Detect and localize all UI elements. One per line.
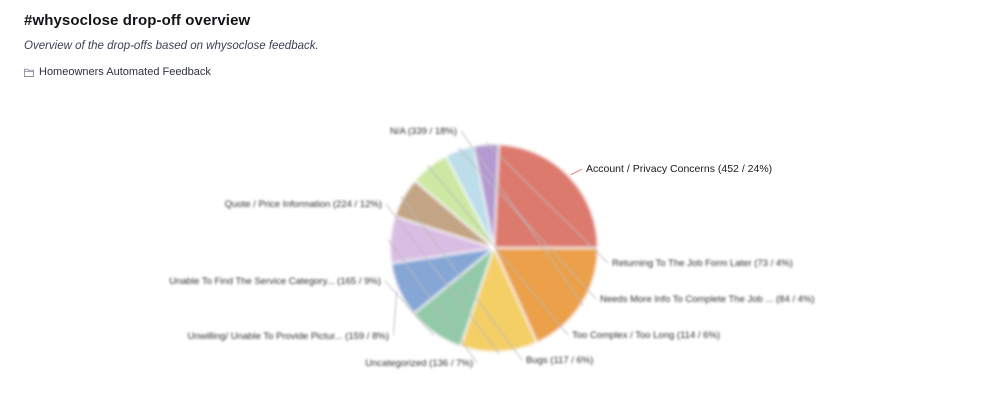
label-leader-line	[385, 203, 500, 355]
page-subtitle: Overview of the drop-offs based on whyso…	[24, 40, 319, 52]
slice-label: Returning To The Job Form Later (73 / 4%…	[612, 258, 793, 269]
slice-label: Bugs (117 / 6%)	[526, 355, 593, 366]
slice-label: Needs More Info To Complete The Job ... …	[600, 294, 815, 305]
slice-label: N/A (339 / 18%)	[390, 126, 457, 137]
slice-label: Unable To Find The Service Category... (…	[169, 276, 381, 287]
label-leader-line	[485, 141, 609, 264]
slice-label: Quote / Price Information (224 / 12%)	[225, 199, 382, 210]
label-leader-line	[392, 290, 398, 337]
label-leader-line	[427, 165, 569, 336]
label-leader-line	[400, 196, 523, 361]
label-leader-line	[458, 147, 597, 300]
slice-label: Uncategorized (136 / 7%)	[365, 358, 473, 369]
folder-icon	[24, 68, 34, 77]
label-leader-line	[460, 130, 584, 306]
label-leader-line	[384, 280, 434, 336]
slice-label: Too Complex / Too Long (114 / 6%)	[572, 330, 720, 341]
pie-slice[interactable]	[492, 247, 599, 344]
pie-slice[interactable]	[493, 143, 599, 249]
pie-slice[interactable]	[459, 245, 539, 353]
label-leader-line	[387, 239, 478, 364]
label-leader-line	[570, 168, 583, 176]
folder-link[interactable]: Homeowners Automated Feedback	[24, 64, 211, 80]
page-title: #whysoclose drop-off overview	[24, 12, 251, 29]
folder-label: Homeowners Automated Feedback	[39, 66, 211, 78]
slice-label: Unwilling/ Unable To Provide Pictur... (…	[187, 331, 389, 342]
slice-label: Account / Privacy Concerns (452 / 24%)	[586, 163, 772, 175]
